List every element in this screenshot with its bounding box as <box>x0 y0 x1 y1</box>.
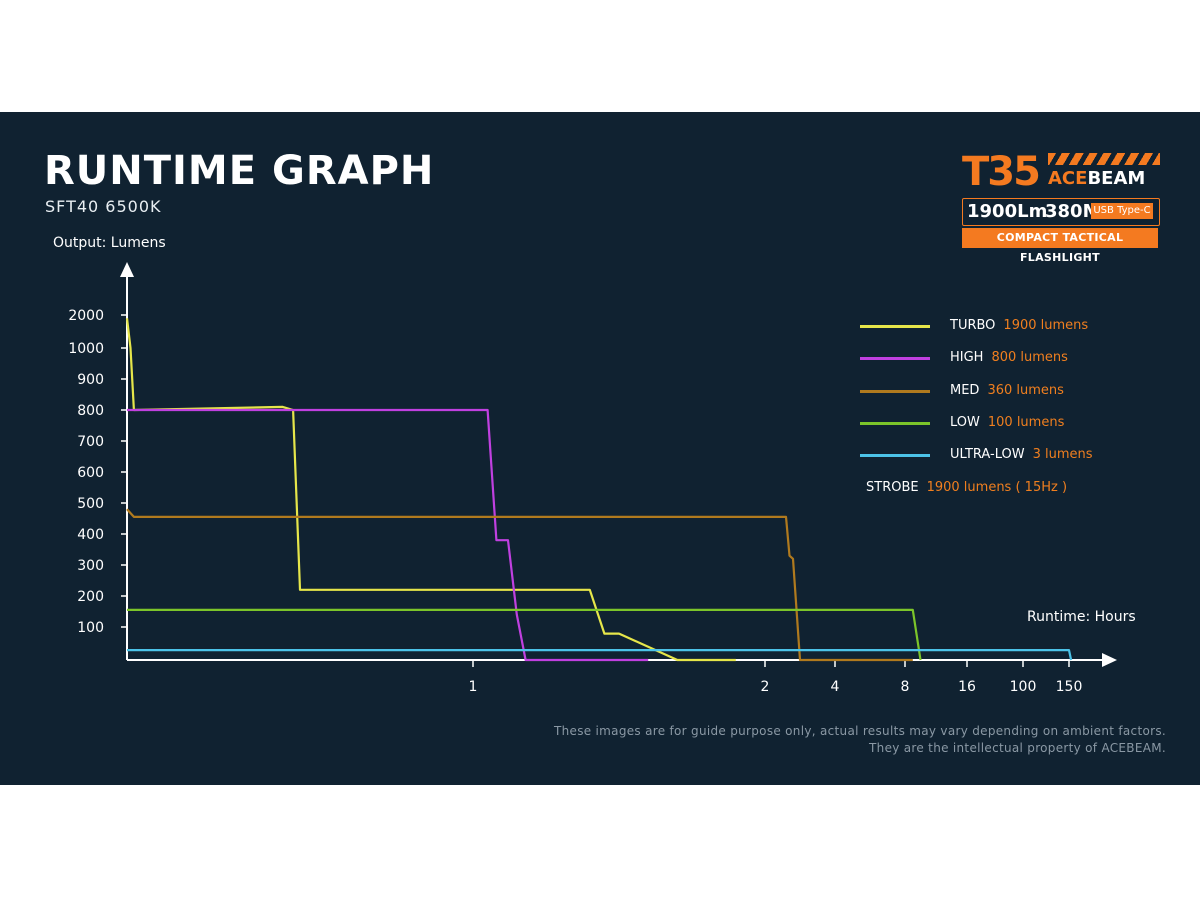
x-tick-label: 2 <box>761 679 770 695</box>
series-line-med <box>126 508 913 662</box>
y-tick-label: 800 <box>77 403 104 419</box>
legend-turbo-value: 1900 lumens <box>1003 318 1089 333</box>
legend-ultralow-value: 3 lumens <box>1032 447 1093 462</box>
logo-stripes <box>1048 153 1160 165</box>
legend-med-label: MED 360 lumens <box>950 383 1064 398</box>
x-axis-label: Runtime: Hours <box>1027 609 1136 625</box>
logo-spec-range: 380M <box>1045 201 1101 222</box>
page-subtitle: SFT40 6500K <box>45 197 162 216</box>
series-line-ultralow <box>127 648 1073 661</box>
y-tick-label: 700 <box>77 434 104 450</box>
legend-turbo-label: TURBO 1900 lumens <box>950 318 1088 333</box>
series-line-turbo <box>125 318 736 662</box>
x-tick-label: 100 <box>1010 679 1037 695</box>
legend-ultralow-name: ULTRA-LOW <box>950 447 1025 462</box>
x-tick-label: 8 <box>901 679 910 695</box>
product-logo: T35 ACEBEAM 1900Lm 380M USB Type-C COMPA… <box>960 149 1166 264</box>
y-tick-label: 600 <box>77 465 104 481</box>
series-line-low <box>127 608 922 661</box>
y-tick-label: 500 <box>77 496 104 512</box>
x-tick-label: 16 <box>958 679 976 695</box>
y-tick-label: 900 <box>77 372 104 388</box>
series-line-high <box>127 408 649 662</box>
disclaimer-line-1: These images are for guide purpose only,… <box>553 724 1166 738</box>
disclaimer: These images are for guide purpose only,… <box>554 723 1166 757</box>
legend-low-label: LOW 100 lumens <box>950 415 1064 430</box>
x-axis-arrow <box>1102 653 1117 667</box>
logo-specs: 1900Lm 380M USB Type-C <box>962 198 1160 226</box>
y-tick-label: 200 <box>77 589 104 605</box>
legend-turbo-name: TURBO <box>950 318 996 333</box>
legend-med-name: MED <box>950 383 980 398</box>
y-tick-label: 100 <box>77 620 104 636</box>
disclaimer-line-2: They are the intellectual property of AC… <box>869 741 1166 755</box>
logo-brand-beam: BEAM <box>1087 168 1146 189</box>
legend-swatch-high <box>860 357 930 360</box>
legend-item-strobe: STROBE 1900 lumens ( 15Hz ) <box>866 480 1067 495</box>
legend-low-name: LOW <box>950 415 980 430</box>
y-axis-arrow <box>120 262 134 277</box>
logo-model-name: T35 <box>962 149 1041 195</box>
x-tick-label: 150 <box>1056 679 1083 695</box>
logo-spec-lumens: 1900Lm <box>967 201 1048 222</box>
legend-swatch-ultralow <box>860 454 930 457</box>
legend-ultralow-label: ULTRA-LOW 3 lumens <box>950 447 1093 462</box>
legend-high-value: 800 lumens <box>991 350 1068 365</box>
legend-med-value: 360 lumens <box>987 383 1064 398</box>
runtime-chart: 2000 1000 900 800 700 600 500 400 300 200 100 1 2 4 8 1… <box>68 262 1117 695</box>
x-tick-label: 4 <box>831 679 840 695</box>
runtime-graph-panel: 2000 1000 900 800 700 600 500 400 300 200 100 1 2 4 8 1… <box>0 112 1200 785</box>
legend-strobe-value: 1900 lumens ( 15Hz ) <box>926 480 1068 495</box>
legend-swatch-med <box>860 390 930 393</box>
legend-high-name: HIGH <box>950 350 984 365</box>
y-axis-label: Output: Lumens <box>53 235 166 251</box>
legend-strobe-name: STROBE <box>866 480 919 495</box>
logo-tagline: COMPACT TACTICAL FLASHLIGHT <box>962 228 1158 264</box>
logo-spec-usb: USB Type-C <box>1091 203 1153 219</box>
y-tick-label: 2000 <box>68 308 104 324</box>
legend-low-value: 100 lumens <box>987 415 1065 430</box>
page-title: RUNTIME GRAPH <box>44 148 435 194</box>
logo-brand-ace: ACE <box>1048 168 1088 189</box>
y-tick-label: 400 <box>77 527 104 543</box>
x-tick-label: 1 <box>469 679 478 695</box>
legend-swatch-low <box>860 422 930 425</box>
y-tick-label: 300 <box>77 558 104 574</box>
y-tick-label: 1000 <box>68 341 104 357</box>
legend-high-label: HIGH 800 lumens <box>950 350 1068 365</box>
logo-brand: ACEBEAM <box>1048 168 1145 190</box>
legend-swatch-turbo <box>860 325 930 328</box>
